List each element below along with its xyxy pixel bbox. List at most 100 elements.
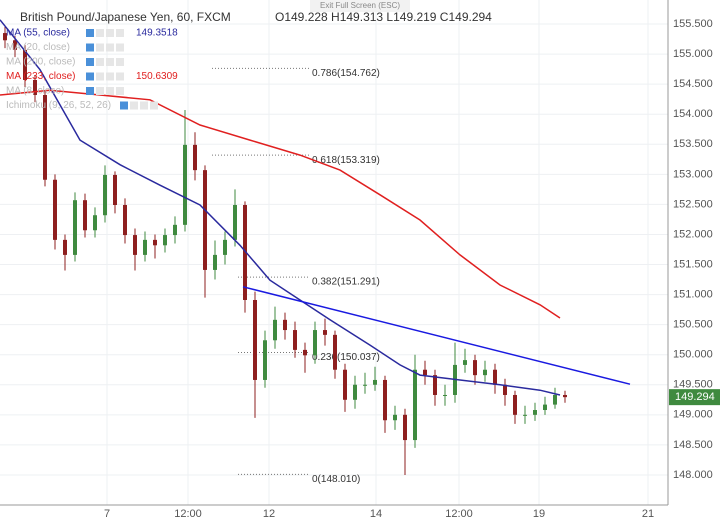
exit-button[interactable] xyxy=(310,0,410,12)
fib-label: 0.618(153.319) xyxy=(312,155,380,166)
candle-body xyxy=(33,79,37,95)
legend-button[interactable] xyxy=(120,101,128,110)
candle-body xyxy=(403,414,407,441)
legend-name: MA (55, close) xyxy=(6,28,70,39)
symbol-title: British Pound/Japanese Yen, 60, FXCM xyxy=(20,10,231,24)
legend-button[interactable] xyxy=(106,72,114,81)
legend-button[interactable] xyxy=(150,101,158,110)
candle-body xyxy=(483,369,487,376)
candle-body xyxy=(133,235,137,255)
price-axis xyxy=(668,0,720,522)
legend-button[interactable] xyxy=(116,29,124,37)
time-axis xyxy=(0,505,668,522)
candle-body xyxy=(463,360,467,365)
candle-body xyxy=(203,170,207,270)
candle-body xyxy=(313,330,317,356)
candle-body xyxy=(73,200,77,255)
candle-body xyxy=(543,404,547,411)
ohlc-readout: O149.228 H149.313 L149.219 C149.294 xyxy=(275,10,492,24)
candle-body xyxy=(43,94,47,180)
fib-label: 0(148.010) xyxy=(312,474,360,485)
legend-button[interactable] xyxy=(86,72,94,81)
legend-button[interactable] xyxy=(96,43,104,52)
candle-body xyxy=(103,174,107,216)
candle-body xyxy=(553,394,557,405)
y-tick-label: 152.500 xyxy=(673,198,713,210)
legend-button[interactable] xyxy=(86,87,94,95)
legend-button[interactable] xyxy=(86,58,94,66)
candle-body xyxy=(563,394,567,398)
candle-body xyxy=(153,239,157,246)
legend-button[interactable] xyxy=(106,58,114,66)
candle-body xyxy=(53,179,57,240)
moving-average xyxy=(0,19,561,396)
legend-button[interactable] xyxy=(140,101,148,110)
candle-body xyxy=(183,144,187,225)
candle-body xyxy=(533,410,537,415)
candle-body xyxy=(163,235,167,246)
candle-body xyxy=(433,375,437,395)
legend-button[interactable] xyxy=(106,29,114,37)
candle-body xyxy=(223,239,227,255)
candle-body xyxy=(373,379,377,385)
legend-button[interactable] xyxy=(116,87,124,95)
legend-button[interactable] xyxy=(116,43,124,52)
y-tick-label: 155.500 xyxy=(673,18,713,30)
exit-fullscreen[interactable]: Exit Full Screen (ESC) xyxy=(320,1,400,10)
legend-button[interactable] xyxy=(96,58,104,66)
legend-button[interactable] xyxy=(106,43,114,52)
candle-body xyxy=(93,215,97,231)
candle-body xyxy=(413,369,417,441)
fib-label: 0.786(154.762) xyxy=(312,68,380,79)
y-tick-label: 149.000 xyxy=(673,409,713,421)
legend-button[interactable] xyxy=(86,43,94,52)
candle-body xyxy=(243,205,247,300)
y-tick-label: 151.000 xyxy=(673,288,713,300)
legend-button[interactable] xyxy=(96,72,104,81)
candle-body xyxy=(253,299,257,380)
legend-name: MA (20, close) xyxy=(6,42,70,53)
y-tick-label: 148.500 xyxy=(673,439,713,451)
y-tick-label: 152.000 xyxy=(673,228,713,240)
candle-body xyxy=(513,394,517,415)
y-tick-label: 154.000 xyxy=(673,108,713,120)
legend-name: Ichimoku (9, 26, 52, 26) xyxy=(6,100,111,111)
y-tick-label: 150.000 xyxy=(673,349,713,361)
legend-value: 150.6309 xyxy=(136,71,178,82)
candle-body xyxy=(343,369,347,400)
legend-name: MA (233, close) xyxy=(6,71,75,82)
candle-body xyxy=(83,200,87,231)
y-tick-label: 154.500 xyxy=(673,78,713,90)
candle-body xyxy=(333,334,337,370)
legend-button[interactable] xyxy=(96,29,104,37)
candle-body xyxy=(493,369,497,385)
x-tick-label: 12 xyxy=(263,508,275,520)
fib-label: 0.382(151.291) xyxy=(312,277,380,288)
candle-body xyxy=(363,384,367,386)
legend-button[interactable] xyxy=(130,101,138,110)
legend-button[interactable] xyxy=(116,58,124,66)
x-tick-label: 19 xyxy=(533,508,545,520)
candle-body xyxy=(273,319,277,341)
candle-body xyxy=(213,254,217,270)
x-tick-label: 7 xyxy=(104,508,110,520)
legend-button[interactable] xyxy=(106,87,114,95)
legend-button[interactable] xyxy=(116,72,124,81)
x-tick-label: 21 xyxy=(642,508,654,520)
legend-value: 149.3518 xyxy=(136,28,178,39)
legend-button[interactable] xyxy=(86,29,94,37)
candle-body xyxy=(263,340,267,380)
legend-button[interactable] xyxy=(96,87,104,95)
candle-body xyxy=(233,205,237,240)
candle-body xyxy=(523,414,527,416)
x-tick-label: 12:00 xyxy=(445,508,473,520)
candle-body xyxy=(23,49,27,80)
legend-name: MA (200, close) xyxy=(6,57,75,68)
y-tick-label: 151.500 xyxy=(673,258,713,270)
candle-body xyxy=(353,384,357,400)
moving-average xyxy=(0,89,561,319)
candle-body xyxy=(393,414,397,421)
x-tick-label: 14 xyxy=(370,508,382,520)
candle-body xyxy=(323,330,327,335)
